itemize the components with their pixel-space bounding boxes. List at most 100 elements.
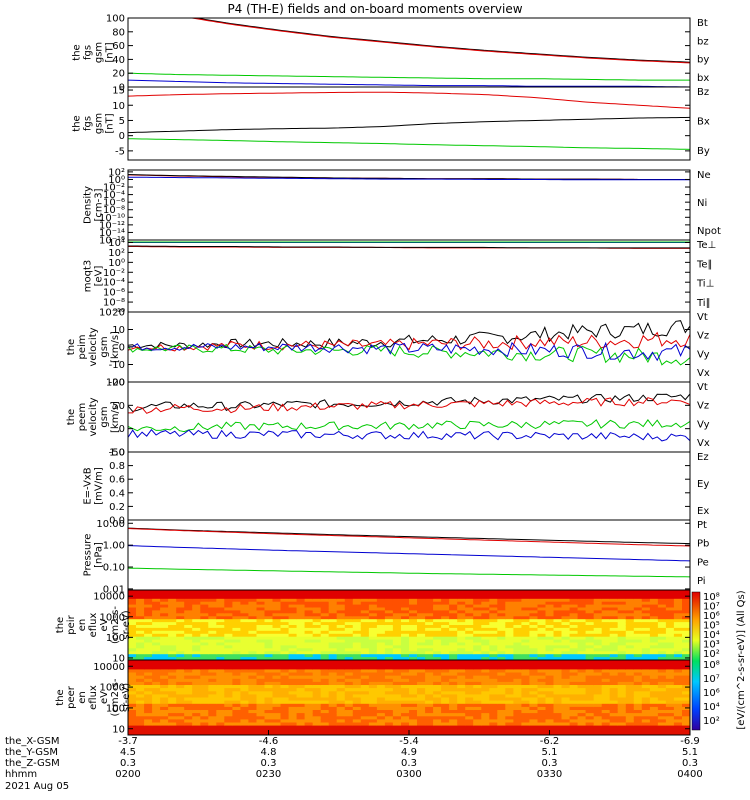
fgs-total-series-1 bbox=[188, 18, 690, 64]
fgs-total-legend-1: bz bbox=[697, 36, 709, 47]
peem-velocity-panel: -50 0 50 100 thepeemvelocitygsm[km/s] Vt Vz Vy V… bbox=[66, 378, 710, 459]
xaxis-tick-y: 5.1 bbox=[682, 747, 698, 758]
peim-velocity-legend-3: Vx bbox=[697, 368, 710, 379]
peim-velocity-legend-0: Vt bbox=[697, 312, 708, 323]
peem-velocity-legend-0: Vt bbox=[697, 382, 708, 393]
temperature-tick-label: 10⁻⁸ bbox=[103, 298, 125, 309]
xaxis-tick-t: 0400 bbox=[677, 769, 702, 780]
temperature-tick-label: 10⁴ bbox=[108, 238, 125, 249]
efield-frame bbox=[127, 451, 691, 521]
peim-velocity-tick-label: 0 bbox=[119, 343, 125, 354]
xaxis-row-label: 2021 Aug 05 bbox=[5, 781, 69, 792]
fgs-total-panel: 0 20 40 60 80 100 thefgsgsm[nT] Bt bz by bx bbox=[72, 14, 710, 94]
colorbar-tick: 10⁴ bbox=[703, 630, 720, 641]
density-tick-label: 10⁻⁴ bbox=[103, 190, 125, 201]
electron-spectrogram-tick-label: 10 bbox=[112, 724, 125, 735]
temperature-tick-label: 10⁻² bbox=[103, 268, 125, 279]
fgs-total-legend-3: bx bbox=[697, 73, 709, 84]
temperature-series-1 bbox=[128, 245, 690, 249]
xaxis-tick-t: 0230 bbox=[256, 769, 281, 780]
xaxis-tick-x: -5.4 bbox=[399, 736, 419, 747]
efield-legend-2: Ex bbox=[697, 506, 709, 517]
fgs-gsm-series-1 bbox=[128, 116, 690, 134]
pressure-tick-label: 0.01 bbox=[103, 584, 125, 595]
electron-spectrogram-tick-label: 1000 bbox=[100, 683, 125, 694]
fgs-total-tick-label: 0 bbox=[119, 83, 125, 94]
peem-velocity-series-0 bbox=[128, 393, 690, 413]
colorbar-tick: 10⁸ bbox=[703, 592, 720, 603]
fgs-total-series-2 bbox=[128, 72, 690, 81]
peem-velocity-tick-label: -50 bbox=[109, 448, 125, 459]
xaxis-tick-t: 0200 bbox=[115, 769, 140, 780]
peem-velocity-legend-3: Vx bbox=[697, 438, 710, 449]
density-legend-2: Npot bbox=[697, 226, 721, 237]
peim-velocity-series-3 bbox=[128, 341, 690, 362]
fgs-gsm-tick-label: 10 bbox=[112, 101, 125, 112]
temperature-tick-label: 10⁻⁴ bbox=[103, 278, 125, 289]
electron-spectrogram-tick-label: 100 bbox=[106, 703, 125, 714]
density-series-1 bbox=[128, 174, 690, 180]
ion-spectrogram-tick-label: 10000 bbox=[93, 592, 125, 603]
xaxis-tick-z: 0.3 bbox=[542, 758, 558, 769]
ion-spectrogram-ylabel: thepeirenefluxeV(cm2-s-sr-eV) bbox=[55, 606, 132, 644]
xaxis-tick-y: 4.5 bbox=[120, 747, 136, 758]
colorbar-tick: 10⁷ bbox=[703, 602, 720, 613]
ion-spectrogram-panel: 10000 1000 100 10 thepeirenefluxeV(cm2-s-sr-… bbox=[55, 589, 691, 664]
pressure-series-2 bbox=[128, 567, 690, 578]
plot-title: P4 (TH-E) fields and on-board moments ov… bbox=[227, 2, 522, 16]
peim-velocity-tick-label: 20 bbox=[112, 308, 125, 319]
xaxis-row-label: the_X-GSM bbox=[5, 736, 59, 747]
pressure-tick-label: 1.00 bbox=[103, 541, 125, 552]
density-tick-label: 10⁻² bbox=[103, 183, 125, 194]
temperature-tick-label: 10² bbox=[108, 248, 125, 259]
fgs-total-tick-label: 20 bbox=[112, 69, 125, 80]
colorbar-tick: 10⁷ bbox=[703, 674, 720, 685]
electron-spectrogram-tick-label: 10000 bbox=[93, 662, 125, 673]
peim-velocity-legend-1: Vz bbox=[697, 331, 709, 342]
fgs-total-series-0 bbox=[192, 18, 690, 63]
density-tick-label: 10² bbox=[108, 167, 125, 178]
fgs-total-series-3 bbox=[128, 79, 690, 87]
fgs-total-legend-2: by bbox=[697, 55, 709, 66]
peim-velocity-tick-label: -20 bbox=[109, 378, 125, 389]
pressure-legend-3: Pi bbox=[697, 576, 706, 587]
density-ylabel: Density[cm-3] bbox=[83, 186, 105, 224]
colorbar-tick: 10⁸ bbox=[703, 660, 720, 671]
colorbar-tick: 10⁴ bbox=[703, 702, 720, 713]
xaxis-tick-x: -6.2 bbox=[540, 736, 560, 747]
fgs-gsm-tick-label: 0 bbox=[119, 131, 125, 142]
temperature-legend-1: Te∥ bbox=[696, 259, 713, 270]
xaxis-tick-x: -6.9 bbox=[680, 736, 700, 747]
xaxis-tick-y: 4.9 bbox=[401, 747, 417, 758]
density-tick-label: 10⁻¹² bbox=[99, 220, 125, 231]
xaxis-tick-t: 0300 bbox=[396, 769, 421, 780]
colorbar-tick: 10⁶ bbox=[703, 611, 720, 622]
fgs-gsm-legend-2: By bbox=[697, 146, 710, 157]
density-tick-label: 10⁻¹⁰ bbox=[99, 213, 125, 224]
peem-velocity-tick-label: 100 bbox=[106, 378, 125, 389]
pressure-tick-label: 0.10 bbox=[103, 563, 125, 574]
xaxis-tick-y: 5.1 bbox=[542, 747, 558, 758]
density-panel: 10²10⁰10⁻²10⁻⁴10⁻⁶10⁻⁸10⁻¹⁰10⁻¹²10⁻¹⁴10⁻… bbox=[83, 167, 721, 246]
fgs-gsm-legend-0: Bz bbox=[697, 87, 709, 98]
peem-velocity-tick-label: 50 bbox=[112, 401, 125, 412]
density-tick-label: 10⁻¹⁶ bbox=[99, 236, 125, 247]
peim-velocity-series-1 bbox=[128, 331, 690, 352]
xaxis-tick-z: 0.3 bbox=[261, 758, 277, 769]
density-tick-label: 10⁻⁸ bbox=[103, 205, 125, 216]
peem-velocity-tick-label: 0 bbox=[119, 424, 125, 435]
temperature-tick-label: 10⁻¹⁰ bbox=[99, 308, 125, 319]
density-series-2 bbox=[128, 176, 690, 181]
density-legend-0: Ne bbox=[697, 170, 711, 181]
density-legend-1: Ni bbox=[697, 198, 707, 209]
density-frame bbox=[127, 169, 691, 241]
temperature-tick-label: 10⁻⁶ bbox=[103, 288, 125, 299]
xaxis-tick-z: 0.3 bbox=[682, 758, 698, 769]
xaxis-tick-y: 4.8 bbox=[261, 747, 277, 758]
xaxis-row-label: hhmm bbox=[5, 769, 37, 780]
pressure-series-0 bbox=[128, 527, 690, 545]
peem-velocity-ylabel: thepeemvelocitygsm[km/s] bbox=[66, 397, 121, 436]
xaxis-tick-x: -3.7 bbox=[118, 736, 138, 747]
colorbar-tick: 10³ bbox=[703, 640, 720, 651]
